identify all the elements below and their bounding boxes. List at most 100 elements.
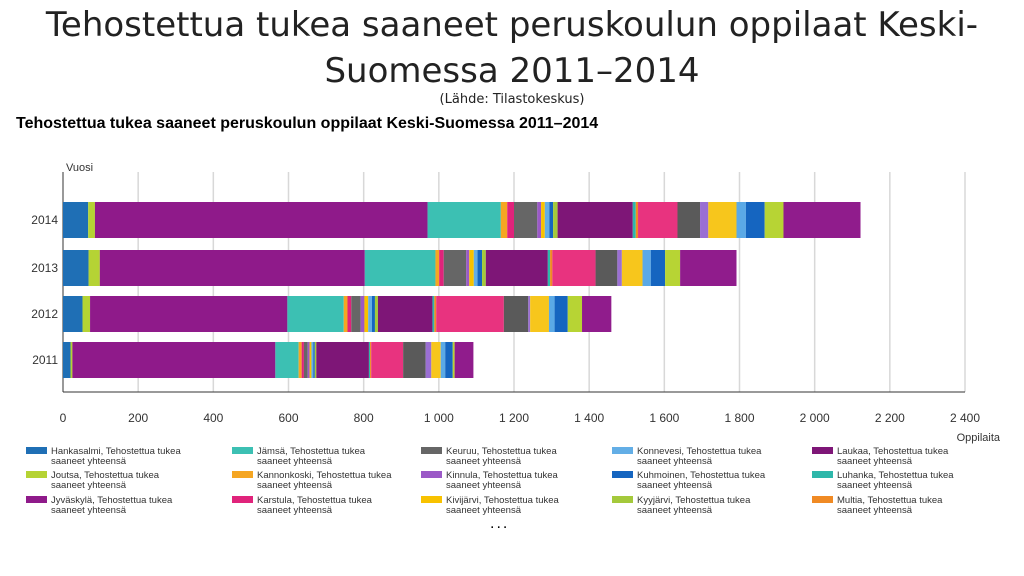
legend-swatch <box>26 496 47 503</box>
legend-item: Laukaa, Tehostettua tukea saaneet yhteens… <box>812 446 949 467</box>
x-tick-label: 1 000 <box>424 411 454 425</box>
legend-label: Kinnula, Tehostettua tukea saaneet yhteen… <box>446 470 559 491</box>
slide-title: Tehostettua tukea saaneet peruskoulun op… <box>45 5 979 91</box>
bar-segment <box>635 202 639 238</box>
bar-segment <box>514 202 538 238</box>
x-tick-label: 1 200 <box>499 411 529 425</box>
bar-segment <box>371 342 404 378</box>
bar-segment <box>371 296 375 332</box>
legend-item: Hankasalmi, Tehostettua tukea saaneet yht… <box>26 446 181 467</box>
bar-segment <box>443 250 467 286</box>
bar-segment <box>764 202 784 238</box>
bar-segment <box>88 202 95 238</box>
chart-title: Tehostettua tukea saaneet peruskoulun op… <box>16 115 599 132</box>
legend-swatch <box>812 447 833 454</box>
bar-segment <box>466 250 470 286</box>
bar-segment <box>63 342 71 378</box>
x-tick-label: 200 <box>128 411 148 425</box>
bar-segment <box>94 202 428 238</box>
x-tick-label: 2 200 <box>875 411 905 425</box>
bar-segment <box>364 296 369 332</box>
y-axis-label: Vuosi <box>66 162 93 174</box>
legend-swatch <box>612 471 633 478</box>
legend-label: Jämsä, Tehostettua tukea saaneet yhteensä <box>257 446 366 467</box>
bar-segment <box>665 250 681 286</box>
x-tick-label: 1 800 <box>724 411 754 425</box>
source-note: (Lähde: Tilastokeskus) <box>439 92 585 107</box>
bar-segment <box>544 202 550 238</box>
bar-segment <box>485 250 548 286</box>
bar-segment <box>783 202 861 238</box>
bar-segment <box>632 202 636 238</box>
bar-segment <box>287 296 344 332</box>
bar-segment <box>582 296 612 332</box>
y-tick-label: 2012 <box>31 307 58 321</box>
bar-segment <box>434 296 437 332</box>
bar-segment <box>567 296 583 332</box>
bar-segment <box>537 202 542 238</box>
bar-segment <box>445 342 453 378</box>
bar-segment <box>482 250 486 286</box>
legend-item: Konnevesi, Tehostettua tukea saaneet yhte… <box>612 446 762 467</box>
legend-swatch <box>421 447 442 454</box>
legend-swatch <box>26 471 47 478</box>
bar-segment <box>360 296 365 332</box>
bar-segment <box>700 202 709 238</box>
bar-segment <box>298 342 302 378</box>
legend-swatch <box>232 471 253 478</box>
bar-segment <box>347 296 352 332</box>
legend-label: Laukaa, Tehostettua tukea saaneet yhteens… <box>837 446 949 467</box>
legend-label: Karstula, Tehostettua tukea saaneet yhtee… <box>257 495 373 516</box>
bar-segment <box>343 296 348 332</box>
x-tick-label: 400 <box>203 411 223 425</box>
bar-segment <box>82 296 91 332</box>
x-tick-label: 800 <box>354 411 374 425</box>
bar-segment <box>454 342 474 378</box>
legend-item: Kivijärvi, Tehostettua tukea saaneet yhte… <box>421 495 560 516</box>
legend-item: Keuruu, Tehostettua tukea saaneet yhteens… <box>421 446 557 467</box>
bar-segment <box>650 250 666 286</box>
legend-label: Multia, Tehostettua tukea saaneet yhteens… <box>837 495 943 516</box>
bar-segment <box>427 202 501 238</box>
bar-segment <box>436 296 504 332</box>
legend-swatch <box>612 496 633 503</box>
y-tick-label: 2013 <box>31 261 58 275</box>
legend-label: Joutsa, Tehostettua tukea saaneet yhteens… <box>51 470 160 491</box>
bar-segment <box>541 202 545 238</box>
bar-segment <box>550 250 553 286</box>
bar-segment <box>70 342 73 378</box>
legend-label: Jyväskylä, Tehostettua tukea saaneet yhte… <box>51 495 173 516</box>
bar-segment <box>432 296 435 332</box>
bar-segment <box>368 342 371 378</box>
bar-segment <box>547 250 551 286</box>
bar-segment <box>403 342 426 378</box>
legend-swatch <box>812 471 833 478</box>
bar-segment <box>553 202 558 238</box>
bar-segment <box>617 250 622 286</box>
legend-item: Kinnula, Tehostettua tukea saaneet yhteen… <box>421 470 559 491</box>
bar-segment <box>528 296 531 332</box>
bar-segment <box>425 342 432 378</box>
bar-segment <box>316 342 369 378</box>
legend-label: Kannonkoski, Tehostettua tukea saaneet yh… <box>257 470 392 491</box>
legend-more-ellipsis: ... <box>490 515 510 532</box>
bar-segment <box>621 250 643 286</box>
y-tick-label: 2011 <box>32 353 58 367</box>
bar-segment <box>677 202 701 238</box>
bar-segment <box>595 250 618 286</box>
bar-segment <box>439 250 444 286</box>
bar-segment <box>72 342 276 378</box>
bar-segment <box>440 342 446 378</box>
bar-segment <box>63 202 89 238</box>
bar-segment <box>309 342 312 378</box>
bar-segment <box>311 342 314 378</box>
bar-segment <box>507 202 514 238</box>
bar-segment <box>530 296 549 332</box>
bar-segment <box>368 296 372 332</box>
bar-segment <box>477 250 483 286</box>
legend-label: Kuhmoinen, Tehostettua tukea saaneet yhte… <box>637 470 766 491</box>
x-tick-label: 600 <box>278 411 298 425</box>
legend-swatch <box>232 496 253 503</box>
x-tick-label: 1 400 <box>574 411 604 425</box>
